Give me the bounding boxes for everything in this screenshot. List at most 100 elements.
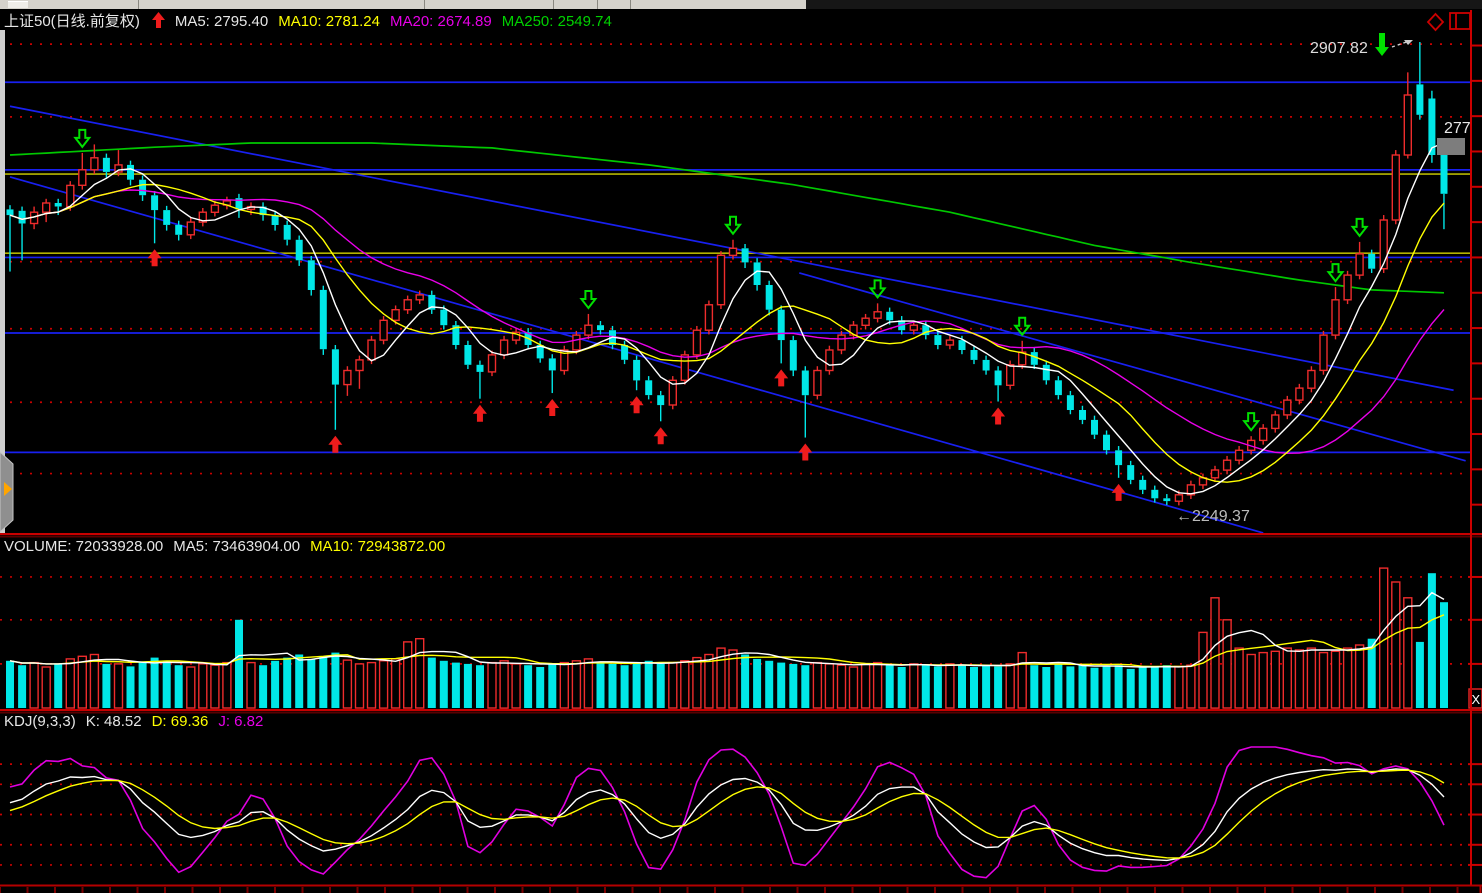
candle-body: [560, 349, 569, 372]
up-arrow-icon: [151, 12, 165, 32]
candle-body: [536, 345, 544, 359]
volume-bar: [331, 652, 340, 708]
candle-body: [1391, 154, 1401, 221]
candle-body: [127, 164, 134, 180]
candle-body: [403, 299, 412, 311]
candle-body: [1174, 494, 1184, 502]
candle-body: [283, 224, 291, 240]
volume-bar: [1427, 573, 1436, 708]
candle-body: [1139, 479, 1147, 490]
volume-bar: [174, 665, 183, 708]
volume-bar: [620, 665, 629, 708]
price-axis[interactable]: [1468, 10, 1482, 886]
candle-body: [1416, 84, 1424, 115]
peak-sell-arrow-icon: [1375, 33, 1389, 56]
volume-bar: [765, 660, 774, 709]
volume-bar: [451, 662, 460, 708]
candle-body: [499, 339, 509, 356]
volume-bar: [909, 663, 919, 709]
volume-bar: [102, 663, 111, 708]
volume-bar: [777, 662, 786, 708]
buy-arrow-icon: [328, 435, 343, 453]
ma5-line: [9, 142, 1445, 495]
volume-bar: [1403, 597, 1413, 709]
volume-bar: [378, 660, 389, 709]
pane-close-button[interactable]: X: [1468, 688, 1482, 709]
volume-bar: [186, 666, 196, 709]
candle-body: [464, 345, 472, 365]
buy-arrow-icon: [545, 399, 560, 417]
volume-bar: [982, 665, 991, 708]
sell-arrow-icon: [579, 289, 598, 310]
candle-body: [391, 309, 400, 322]
peak-price-label: 2907.82: [1310, 40, 1368, 57]
volume-bar: [548, 663, 557, 708]
candle-body: [1222, 459, 1232, 471]
volume-bar: [1391, 581, 1401, 709]
candle-body: [114, 164, 123, 173]
volume-bar: [283, 657, 292, 708]
volume-bar: [921, 665, 930, 708]
left-edge-strip: [0, 30, 5, 533]
sell-arrow-icon: [1350, 217, 1369, 238]
volume-bar: [77, 655, 88, 709]
volume-bar: [1342, 647, 1353, 709]
candle-body: [1115, 450, 1123, 466]
candle-body: [692, 329, 702, 356]
volume-bar: [1234, 647, 1244, 709]
volume-bar: [307, 658, 316, 708]
candle-body: [139, 179, 147, 196]
chart-diamond-button[interactable]: [1426, 12, 1445, 32]
kdj-k-value: K: 48.52: [85, 713, 142, 730]
kdj-name: KDJ(9,3,3): [4, 713, 76, 730]
sell-arrow-icon: [1326, 263, 1345, 283]
candle-body: [1343, 274, 1352, 301]
volume-bar: [596, 662, 605, 708]
candle-body: [186, 221, 196, 236]
candle-body: [295, 239, 303, 261]
candle-body: [873, 311, 882, 319]
trendline: [799, 272, 1466, 462]
volume-bar: [1306, 647, 1317, 709]
volume-bar: [162, 660, 171, 709]
candle-body: [1295, 387, 1304, 401]
toolbar-divider: [597, 0, 598, 9]
chart-restore-button[interactable]: [1449, 12, 1471, 30]
axis-price-label: 277: [1444, 120, 1471, 137]
candle-body: [271, 215, 279, 225]
candle-body: [934, 335, 942, 345]
volume-bar: [1354, 644, 1365, 709]
sidebar-expand-tab[interactable]: [0, 451, 14, 533]
volume-bar: [559, 661, 569, 709]
buy-arrow-icon: [629, 396, 644, 414]
candle-body: [78, 169, 87, 187]
volume-bar: [958, 665, 966, 708]
candle-body: [572, 334, 581, 351]
buy-arrow-icon: [147, 249, 162, 267]
candle-body: [259, 206, 267, 216]
volume-bar: [113, 663, 124, 709]
volume-bar: [836, 664, 847, 709]
kdj-d-line: [9, 769, 1445, 859]
volume-bar: [728, 649, 738, 709]
volume-bar: [1017, 651, 1027, 709]
volume-bar: [259, 665, 268, 708]
toolbar-divider: [424, 0, 425, 9]
candles: [6, 41, 1448, 506]
toolbar-button[interactable]: [8, 1, 28, 8]
volume-bar: [1102, 666, 1111, 708]
volume-bar: [65, 658, 76, 709]
volume-bar: [499, 660, 509, 709]
volume-bar: [668, 661, 678, 709]
volume-bar: [6, 660, 14, 709]
candle-body: [704, 304, 714, 331]
ma20-value: MA20: 2674.89: [390, 13, 492, 30]
sell-arrow-icon: [1242, 412, 1261, 432]
volume-bar: [933, 666, 942, 708]
candle-body: [1440, 147, 1448, 194]
candle-body: [1271, 414, 1280, 430]
candle-body: [801, 370, 809, 396]
buy-arrow-icon: [1111, 483, 1126, 501]
volume-bar: [1138, 667, 1147, 708]
